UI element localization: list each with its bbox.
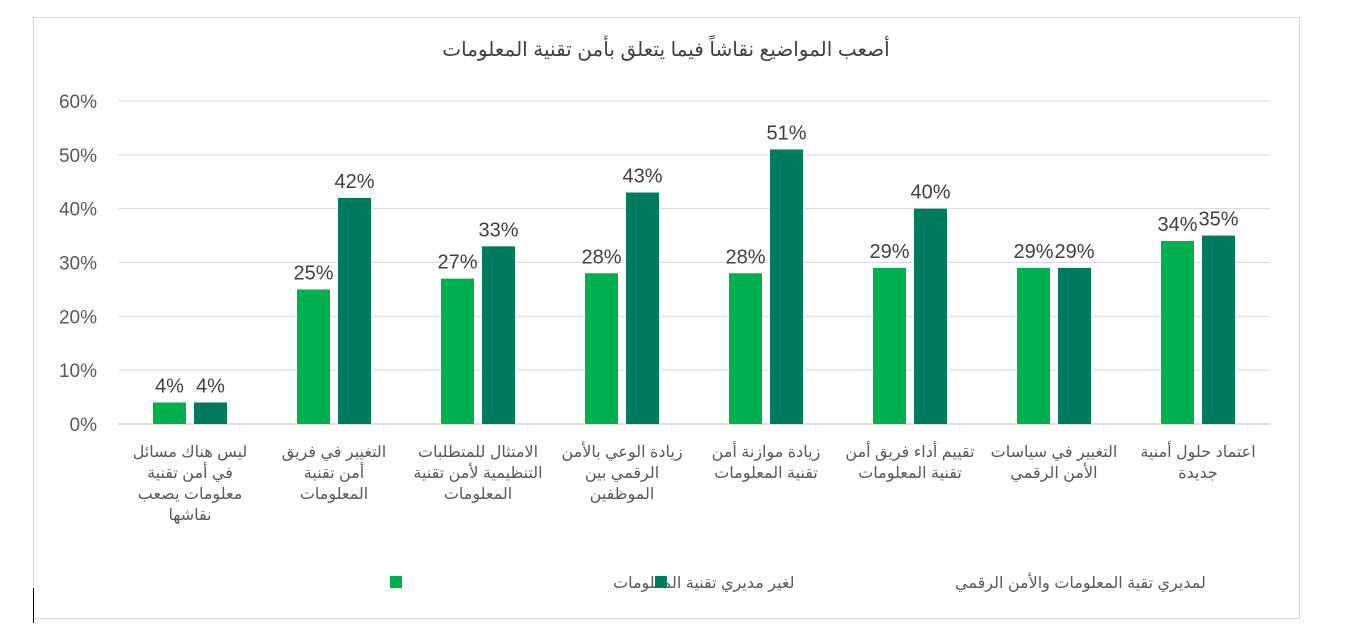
category-label-line: نقاشها xyxy=(168,507,211,525)
bar-it-managers xyxy=(1058,267,1091,424)
y-axis-ticks: 0% 10% 20% 30% 40% 50% 60% xyxy=(59,92,97,436)
bar-it-managers xyxy=(482,246,515,424)
category-label: زيادة موازنة أمن تقنية المعلومات xyxy=(712,441,821,483)
bar-non-it-managers xyxy=(297,289,330,424)
data-label: 42% xyxy=(334,171,374,193)
chart-title: أصعب المواضيع نقاشاً فيما يتعلق بأمن تقن… xyxy=(442,35,889,61)
data-label: 4% xyxy=(196,375,225,397)
category-label-line: جديدة xyxy=(1178,465,1218,482)
y-tick-label: 40% xyxy=(59,200,97,221)
category-label-line: ليس هناك مسائل xyxy=(133,444,248,462)
y-tick-label: 30% xyxy=(59,254,97,275)
category-label-line: زيادة موازنة أمن xyxy=(712,441,821,462)
data-label: 29% xyxy=(1054,241,1094,263)
data-labels: 4%25% 27% 28% 28% 29% 29%34%4%42%33%43%51%40%… xyxy=(155,122,1239,397)
y-tick-label: 50% xyxy=(59,146,97,167)
category-label-line: تقييم أداء فريق أمن xyxy=(845,441,974,462)
data-label: 25% xyxy=(293,262,333,284)
category-label-line: الرقمي بين xyxy=(585,465,659,483)
data-label: 33% xyxy=(478,219,518,241)
data-label: 29% xyxy=(1013,241,1053,263)
bar-it-managers xyxy=(914,208,947,424)
category-label-line: الامتثال للمتطلبات xyxy=(418,444,538,461)
category-label-line: الأمن الرقمي xyxy=(1010,462,1097,483)
bar-non-it-managers xyxy=(729,273,762,424)
bar-non-it-managers xyxy=(441,278,474,424)
legend-label: لغير مديري تقنية المعلومات xyxy=(613,575,795,593)
y-tick-label: 60% xyxy=(59,92,97,113)
category-label-line: تقنية المعلومات xyxy=(714,465,818,483)
bar-it-managers xyxy=(770,149,803,424)
category-label-line: الموظفين xyxy=(590,486,655,504)
category-label-line: المعلومات xyxy=(444,486,512,504)
data-label: 51% xyxy=(766,122,806,144)
category-label: اعتماد حلول أمنية جديدة xyxy=(1140,441,1255,482)
bars xyxy=(153,149,1235,424)
data-label: 28% xyxy=(725,246,765,268)
bar-non-it-managers xyxy=(873,267,906,424)
bar-it-managers xyxy=(626,192,659,424)
bar-it-managers xyxy=(194,402,227,424)
data-label: 27% xyxy=(437,252,477,274)
bar-it-managers xyxy=(338,197,371,424)
data-label: 43% xyxy=(622,166,662,188)
category-label-line: في أمن تقنية xyxy=(147,462,233,483)
y-tick-label: 0% xyxy=(70,415,98,436)
category-label-line: زيادة الوعي بالأمن xyxy=(561,441,682,462)
bar-non-it-managers xyxy=(1017,267,1050,424)
bar-it-managers xyxy=(1202,235,1235,424)
data-label: 40% xyxy=(910,182,950,204)
legend: لغير مديري تقنية المعلومات لمديري تقية ال… xyxy=(390,572,1206,593)
category-label: زيادة الوعي بالأمن الرقمي بين الموظفين xyxy=(561,441,682,504)
category-label-line: معلومات يصعب xyxy=(138,486,243,504)
data-label: 34% xyxy=(1157,214,1197,236)
data-label: 4% xyxy=(155,375,184,397)
y-tick-label: 10% xyxy=(59,361,97,382)
category-label-line: التنظيمية لأمن تقنية xyxy=(413,462,542,483)
data-label: 28% xyxy=(581,246,621,268)
category-label-line: أمن تقنية xyxy=(304,462,364,483)
left-edge-mark xyxy=(33,588,34,623)
data-label: 35% xyxy=(1198,209,1238,231)
bar-non-it-managers xyxy=(153,402,186,424)
category-label-line: التغيير في فريق xyxy=(282,444,387,462)
category-label-line: اعتماد حلول أمنية xyxy=(1140,441,1255,462)
bar-non-it-managers xyxy=(1161,240,1194,424)
bar-non-it-managers xyxy=(585,273,618,424)
category-label-line: تقنية المعلومات xyxy=(858,465,962,483)
legend-label: لمديري تقية المعلومات والأمن الرقمي xyxy=(955,572,1206,593)
gridlines xyxy=(118,100,1270,425)
category-label: تقييم أداء فريق أمن تقنية المعلومات xyxy=(845,441,974,483)
legend-swatch xyxy=(390,576,402,588)
data-label: 29% xyxy=(869,241,909,263)
legend-swatch xyxy=(655,576,667,588)
category-label-line: التغيير في سياسات xyxy=(991,444,1118,462)
y-tick-label: 20% xyxy=(59,307,97,328)
category-label-line: المعلومات xyxy=(300,486,368,504)
